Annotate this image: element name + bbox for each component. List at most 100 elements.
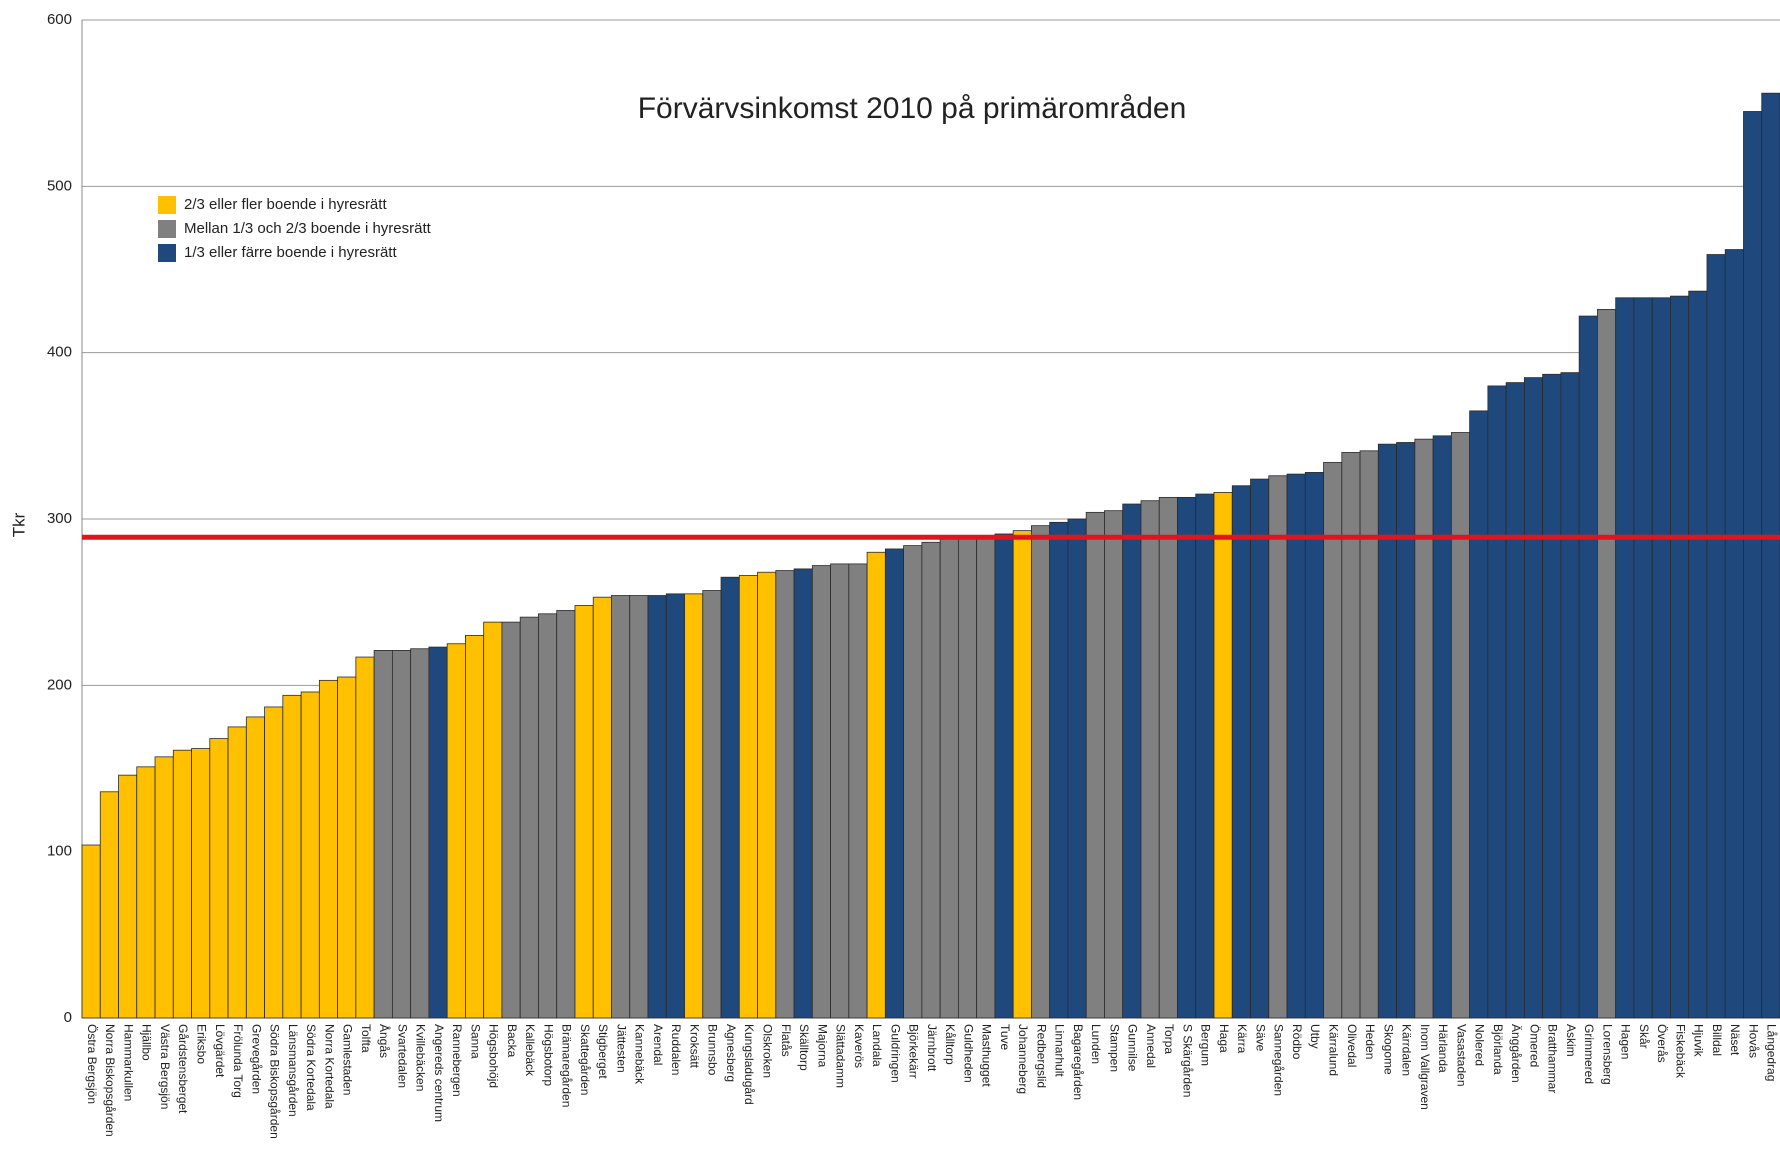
bar [1578, 315, 1598, 1019]
x-tick-label: Kvillebäcken [414, 1024, 428, 1091]
x-tick-label: Stampen [1107, 1024, 1121, 1072]
bar [684, 593, 704, 1019]
x-tick-label: Stigberget [596, 1024, 610, 1079]
bar [191, 748, 211, 1019]
x-tick-label: Kallebäck [523, 1024, 537, 1077]
x-tick-label: Tolfta [359, 1024, 373, 1053]
x-tick-label: Hammarkullen [121, 1024, 135, 1101]
x-tick-label: Tuve [998, 1024, 1012, 1051]
bar [1158, 496, 1178, 1019]
bar [300, 691, 320, 1019]
legend-label: 2/3 eller fler boende i hyresrätt [184, 196, 387, 213]
bar [1688, 290, 1708, 1019]
x-tick-label: Norra Kortedala [322, 1024, 336, 1109]
x-tick-label: Överås [1655, 1024, 1669, 1063]
bar [1560, 372, 1580, 1019]
x-tick-label: Skälltorp [797, 1024, 811, 1071]
bar [501, 621, 521, 1019]
x-tick-label: Annedal [1144, 1024, 1158, 1068]
x-tick-label: Gårdstensberget [176, 1024, 190, 1114]
x-tick-label: Västra Bergsjön [158, 1024, 172, 1109]
bar [1469, 410, 1489, 1019]
bar [483, 621, 503, 1019]
y-tick-label: 200 [47, 676, 72, 693]
x-tick-label: Hjuvik [1692, 1024, 1706, 1058]
x-tick-label: Torpa [1162, 1024, 1176, 1054]
x-tick-label: Olskroken [761, 1024, 775, 1078]
bar [702, 590, 722, 1019]
x-tick-label: Brunnsbo [706, 1024, 720, 1076]
y-tick-label: 400 [47, 344, 72, 361]
bar [884, 548, 905, 1019]
x-tick-label: Södra Biskopsgården [268, 1024, 282, 1139]
x-tick-label: Norra Biskopsgården [103, 1024, 117, 1137]
x-tick-label: Guldringen [888, 1024, 902, 1083]
y-tick-label: 0 [64, 1009, 72, 1026]
bar [1450, 432, 1471, 1019]
bar [811, 565, 831, 1019]
x-tick-label: Slättadamm [834, 1024, 848, 1088]
y-tick-label: 500 [47, 177, 72, 194]
bar [957, 535, 978, 1019]
x-tick-label: S Skärgården [1180, 1024, 1194, 1097]
bar [1505, 382, 1525, 1019]
x-tick-label: Skår [1637, 1024, 1651, 1049]
bar [1523, 377, 1544, 1019]
x-tick-label: Skogome [1381, 1024, 1395, 1075]
x-tick-label: Olivedal [1345, 1024, 1359, 1067]
bar [337, 676, 357, 1019]
bar [1067, 518, 1087, 1019]
x-tick-label: Guldheden [961, 1024, 975, 1083]
bar [866, 551, 886, 1019]
bar [720, 576, 740, 1019]
x-tick-label: Rannebergen [450, 1024, 464, 1097]
x-tick-label: Ömered [1527, 1024, 1541, 1067]
x-tick-label: Agnesberg [724, 1024, 738, 1082]
bar [465, 635, 485, 1019]
x-tick-label: Frölunda Torg [231, 1024, 245, 1098]
legend-label: Mellan 1/3 och 2/3 boende i hyresrätt [184, 220, 432, 237]
bar [1724, 249, 1744, 1019]
x-tick-label: Sannegården [1272, 1024, 1286, 1096]
x-tick-label: Landala [870, 1024, 884, 1067]
bar [1049, 521, 1069, 1019]
x-tick-label: Grevegården [249, 1024, 263, 1094]
bar [1377, 443, 1397, 1019]
bar [1487, 385, 1507, 1019]
x-tick-label: Kaverös [852, 1024, 866, 1068]
x-tick-label: Gamlestaden [341, 1024, 355, 1095]
x-tick-label: Angereds centrum [432, 1024, 446, 1122]
x-tick-label: Östra Bergsjön [85, 1024, 99, 1104]
bar [1706, 254, 1726, 1019]
x-tick-label: Härlanda [1436, 1024, 1450, 1073]
x-tick-label: Långedrag [1765, 1024, 1779, 1081]
bar [1031, 525, 1051, 1019]
x-tick-label: Skattegården [578, 1024, 592, 1095]
bar [592, 596, 612, 1019]
bar [1414, 438, 1434, 1019]
legend-swatch [158, 220, 176, 238]
x-tick-label: Billdal [1710, 1024, 1724, 1056]
bar [848, 563, 868, 1019]
legend-swatch [158, 244, 176, 262]
x-tick-label: Heden [1363, 1024, 1377, 1059]
bar [738, 575, 758, 1019]
x-tick-label: Länsmansgården [286, 1024, 300, 1117]
bar [446, 643, 466, 1019]
bar [227, 726, 247, 1019]
x-tick-label: Inom Vallgraven [1418, 1024, 1432, 1110]
x-tick-label: Järnbrott [925, 1024, 939, 1072]
bar [264, 706, 284, 1019]
bar [939, 535, 959, 1019]
x-tick-label: Lövgärdet [213, 1024, 227, 1078]
bar [574, 605, 594, 1019]
bar [1231, 485, 1251, 1019]
bar [391, 650, 412, 1019]
bar [830, 563, 850, 1019]
x-tick-label: Haga [1217, 1024, 1231, 1053]
bar [647, 595, 667, 1019]
x-tick-label: Kålltorp [943, 1024, 957, 1065]
x-tick-label: Högsbotorp [541, 1024, 555, 1086]
bar [1670, 295, 1690, 1019]
bar [172, 749, 192, 1019]
